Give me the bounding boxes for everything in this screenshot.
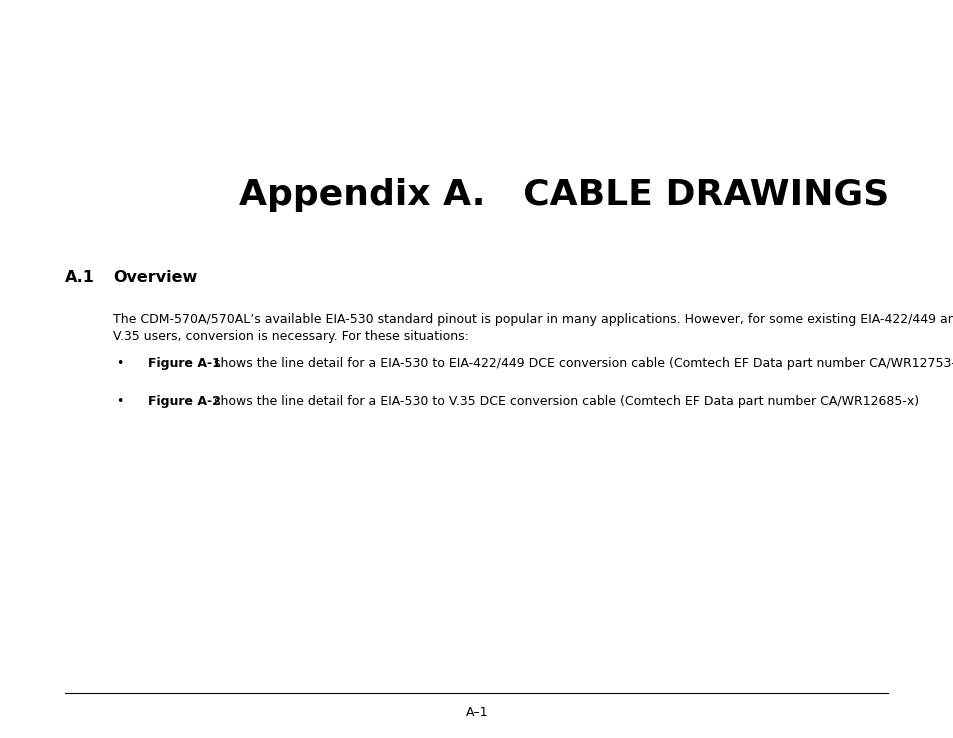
Text: •: • bbox=[116, 396, 124, 409]
Text: Figure A-2: Figure A-2 bbox=[148, 396, 221, 409]
Text: V.35 users, conversion is necessary. For these situations:: V.35 users, conversion is necessary. For… bbox=[112, 330, 468, 343]
Text: A.1: A.1 bbox=[65, 271, 94, 286]
Text: Overview: Overview bbox=[112, 271, 197, 286]
Text: Figure A-1: Figure A-1 bbox=[148, 357, 221, 370]
Text: A–1: A–1 bbox=[465, 706, 488, 719]
Text: The CDM-570A/570AL’s available EIA-530 standard pinout is popular in many applic: The CDM-570A/570AL’s available EIA-530 s… bbox=[112, 313, 953, 326]
Text: shows the line detail for a EIA-530 to EIA-422/449 DCE conversion cable (Comtech: shows the line detail for a EIA-530 to E… bbox=[210, 357, 953, 370]
Text: Appendix A.   CABLE DRAWINGS: Appendix A. CABLE DRAWINGS bbox=[238, 178, 888, 212]
Text: •: • bbox=[116, 357, 124, 370]
Text: shows the line detail for a EIA-530 to V.35 DCE conversion cable (Comtech EF Dat: shows the line detail for a EIA-530 to V… bbox=[210, 396, 918, 409]
